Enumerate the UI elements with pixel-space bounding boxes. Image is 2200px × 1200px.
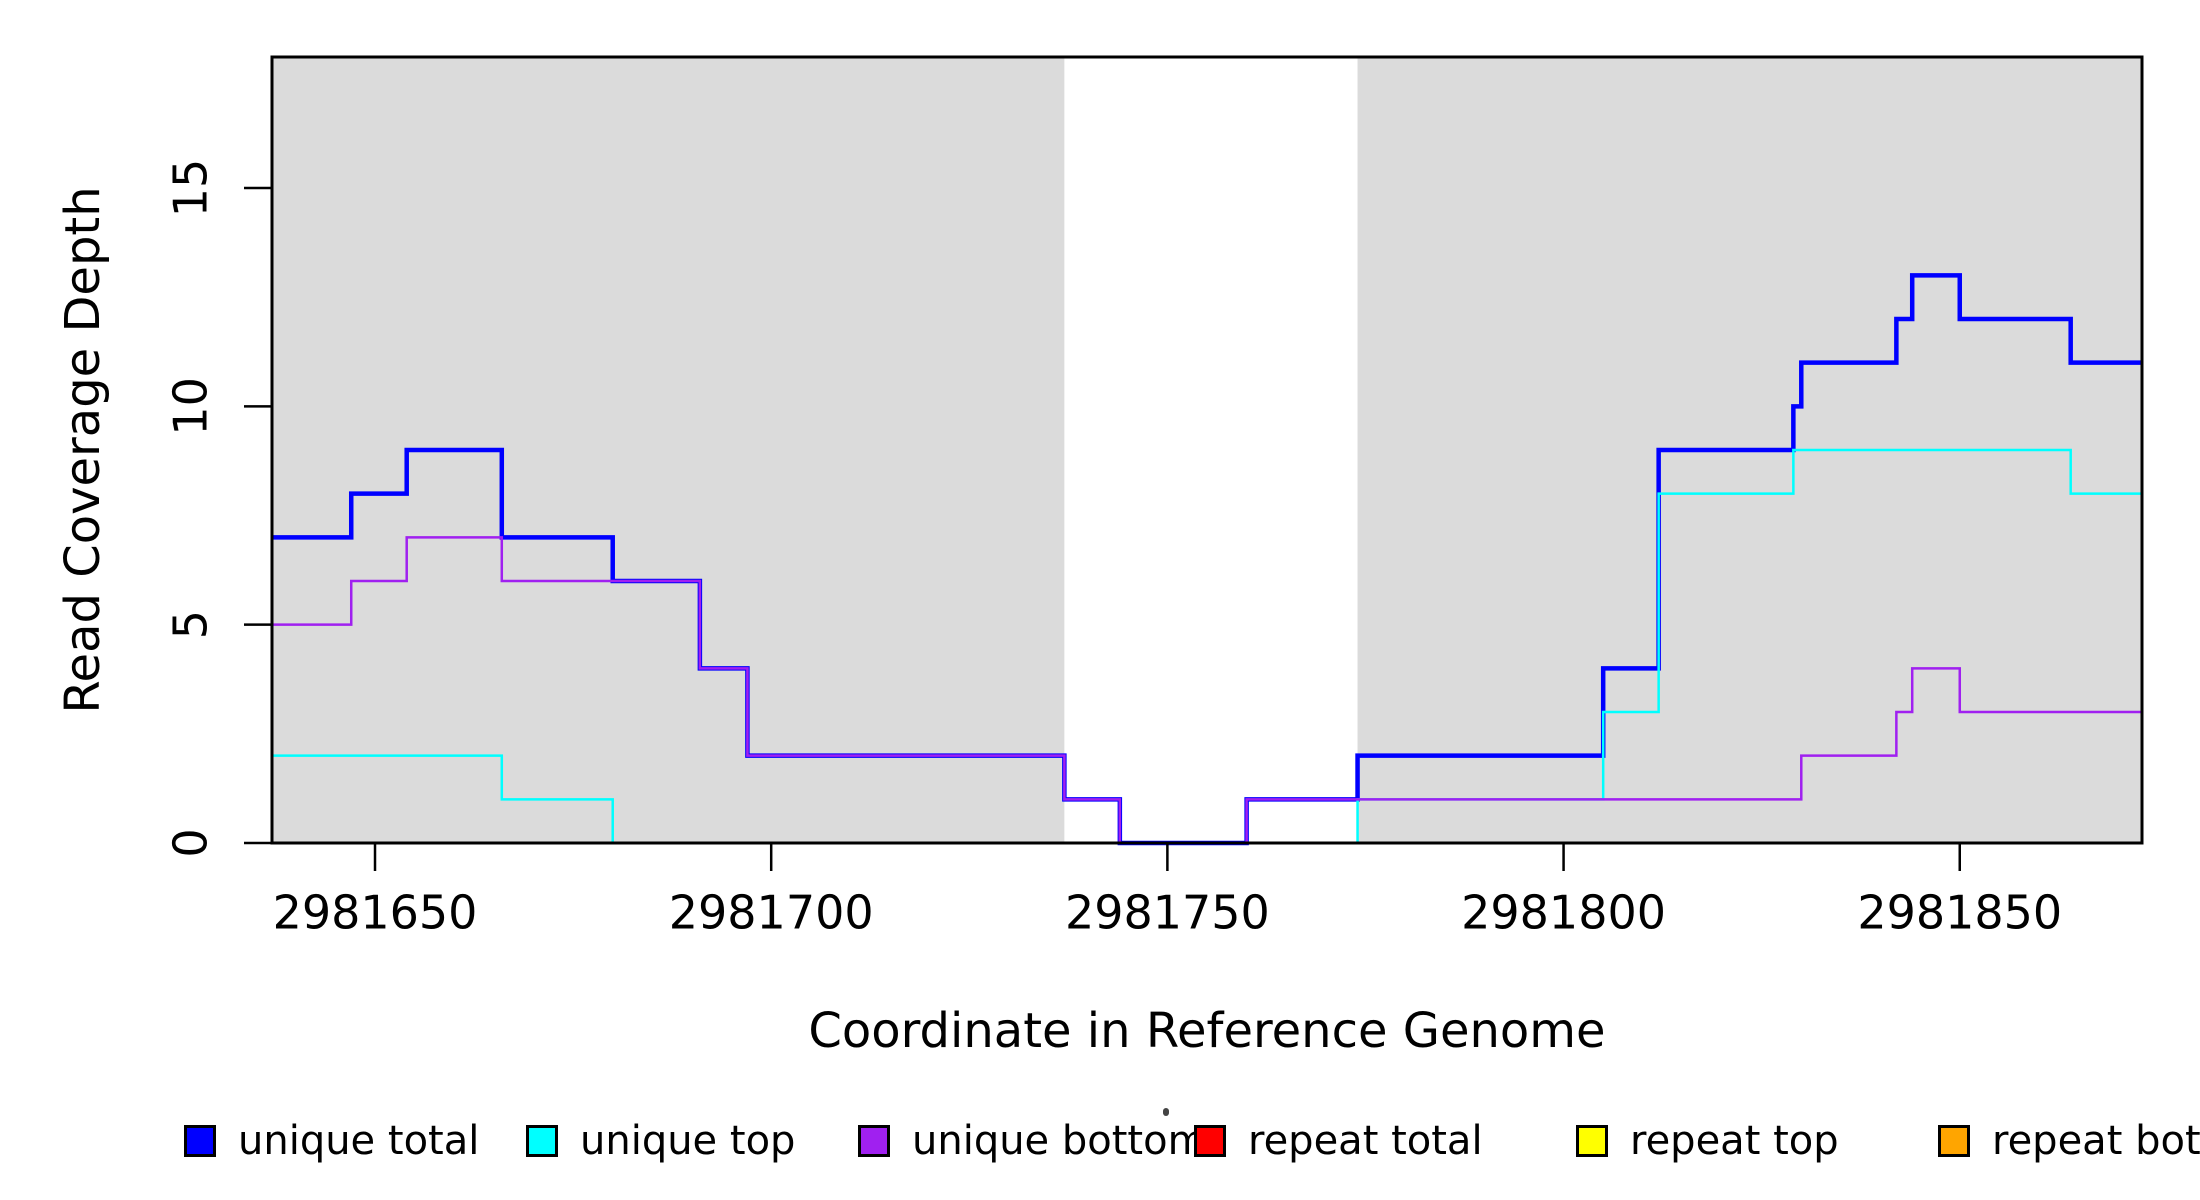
legend-label: repeat bottom xyxy=(1992,1118,2200,1164)
x-axis-title: Coordinate in Reference Genome xyxy=(808,1003,1605,1059)
legend-item-repeat-top: repeat top xyxy=(1576,1118,1839,1164)
legend-swatch-unique-top xyxy=(526,1125,558,1157)
x-tick-label: 2981850 xyxy=(1857,886,2062,940)
shaded-band xyxy=(272,57,1065,843)
x-tick-label: 2981750 xyxy=(1065,886,1270,940)
legend-swatch-unique-bottom xyxy=(858,1125,890,1157)
legend-label: unique bottom xyxy=(912,1118,1207,1164)
x-tick-label: 2981800 xyxy=(1461,886,1666,940)
legend-item-unique-bottom: unique bottom xyxy=(858,1118,1207,1164)
plot-border-box xyxy=(270,55,2144,845)
legend-label: unique top xyxy=(580,1118,796,1164)
y-tick-label: 15 xyxy=(164,159,218,218)
series-line-unique-top xyxy=(272,448,2142,845)
y-tick-label: 5 xyxy=(164,610,218,639)
legend-swatch-repeat-total xyxy=(1194,1125,1226,1157)
series-line-unique-bottom xyxy=(272,536,2142,845)
legend-label: repeat top xyxy=(1630,1118,1839,1164)
legend-swatch-unique-total xyxy=(184,1125,216,1157)
legend-swatch-repeat-top xyxy=(1576,1125,1608,1157)
legend-swatch-repeat-bottom xyxy=(1938,1125,1970,1157)
legend-item-unique-top: unique top xyxy=(526,1118,795,1164)
legend-label: repeat total xyxy=(1248,1118,1483,1164)
x-tick-label: 2981700 xyxy=(669,886,874,940)
axis-ticks-and-labels: 2981650 2981700 2981750 2981800 2981850 0 5 10 1… xyxy=(164,159,2063,940)
y-tick-label: 10 xyxy=(164,377,218,436)
legend-label: unique total xyxy=(238,1118,480,1164)
legend-item-unique-total: unique total xyxy=(184,1118,479,1164)
stray-dot-artifact xyxy=(1163,1108,1169,1116)
y-tick-label: 0 xyxy=(164,828,218,857)
legend-item-repeat-total: repeat total xyxy=(1194,1118,1483,1164)
y-axis-title: Read Coverage Depth xyxy=(55,186,111,713)
legend-item-repeat-bottom: repeat bottom xyxy=(1938,1118,2200,1164)
legend: unique total unique top unique bottom repea… xyxy=(0,1118,2200,1188)
x-tick-label: 2981650 xyxy=(273,886,478,940)
